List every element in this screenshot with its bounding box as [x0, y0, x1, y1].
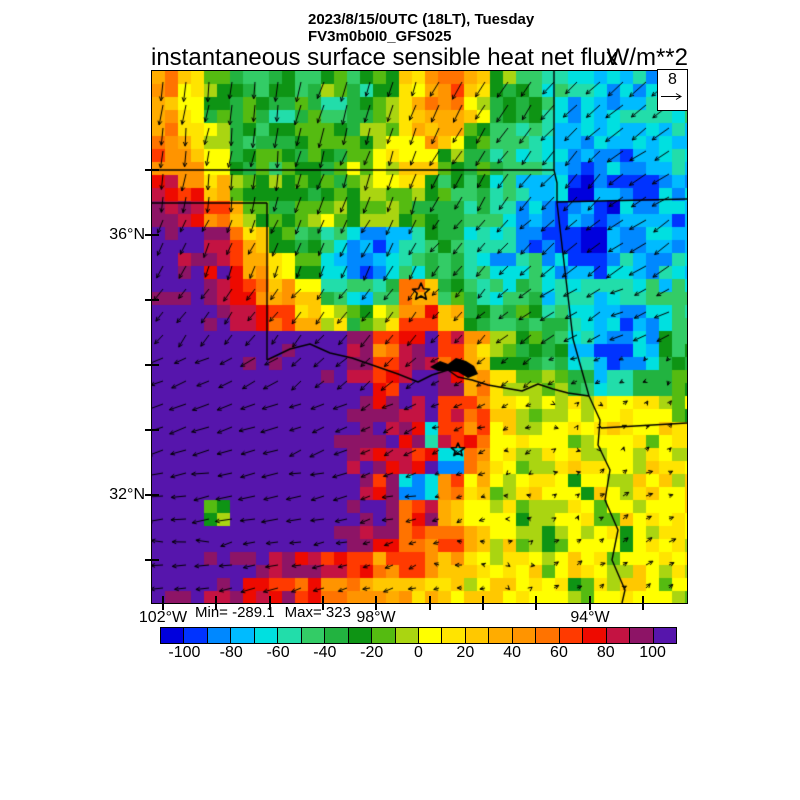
colorbar-tick-label: -80: [219, 644, 243, 661]
lat-axis-label: 36°N: [109, 226, 145, 243]
model-name: FV3m0b0I0_GFS025: [308, 28, 452, 45]
lat-tick: [145, 299, 159, 301]
colorbar-tick-label: 0: [414, 644, 423, 661]
reference-vector-box: 8: [657, 69, 688, 111]
lon-tick: [535, 596, 537, 610]
colorbar-segment: [583, 628, 607, 643]
lon-tick: [269, 596, 271, 610]
lon-tick: [589, 596, 591, 610]
colorbar-segment: [395, 628, 419, 643]
colorbar-segment: [184, 628, 208, 643]
lon-tick: [642, 596, 644, 610]
colorbar-segment: [418, 628, 443, 643]
lon-tick: [162, 596, 164, 610]
plot-title: instantaneous surface sensible heat net …: [151, 44, 618, 71]
lon-tick: [482, 596, 484, 610]
colorbar-segment: [348, 628, 373, 643]
lat-tick: [145, 364, 159, 366]
colorbar-segment: [254, 628, 279, 643]
lat-tick: [145, 429, 159, 431]
lon-tick: [215, 596, 217, 610]
colorbar-segment: [630, 628, 654, 643]
colorbar-segment: [207, 628, 232, 643]
lon-axis-label: 98°W: [356, 609, 396, 626]
reference-vector-value: 8: [668, 71, 677, 88]
lat-tick: [145, 234, 159, 236]
minmax-stats: Min= -289.1 Max= 323: [195, 604, 351, 621]
lat-axis-label: 32°N: [109, 486, 145, 503]
colorbar-segment: [512, 628, 537, 643]
colorbar-segment: [161, 628, 185, 643]
plot-units: W/m**2: [606, 44, 688, 71]
colorbar: [160, 627, 677, 644]
colorbar-segment: [653, 628, 676, 643]
lon-axis-label: 102°W: [138, 609, 188, 626]
colorbar-tick-label: 100: [639, 644, 666, 661]
colorbar-segment: [606, 628, 631, 643]
lon-tick: [322, 596, 324, 610]
colorbar-segment: [325, 628, 349, 643]
colorbar-tick-label: 20: [456, 644, 475, 661]
colorbar-tick-label: -20: [360, 644, 384, 661]
colorbar-segment: [465, 628, 490, 643]
colorbar-segment: [372, 628, 396, 643]
colorbar-tick-label: 80: [596, 644, 615, 661]
colorbar-segment: [278, 628, 302, 643]
lon-tick: [375, 596, 377, 610]
colorbar-tick-label: -60: [266, 644, 290, 661]
max-value: Max= 323: [284, 604, 351, 621]
colorbar-tick-label: 60: [550, 644, 568, 661]
min-value: Min= -289.1: [195, 604, 275, 621]
lat-tick: [145, 169, 159, 171]
colorbar-segment: [536, 628, 560, 643]
colorbar-segment: [231, 628, 255, 643]
lat-tick: [145, 559, 159, 561]
datetime-title: 2023/8/15/0UTC (18LT), Tuesday: [308, 11, 535, 28]
colorbar-segment: [489, 628, 513, 643]
colorbar-tick-label: 40: [503, 644, 522, 661]
lon-tick: [429, 596, 431, 610]
lat-tick: [145, 494, 159, 496]
colorbar-tick-label: -40: [313, 644, 337, 661]
colorbar-segment: [559, 628, 584, 643]
colorbar-tick-label: -100: [168, 644, 201, 661]
map-area: [151, 70, 688, 604]
colorbar-segment: [301, 628, 326, 643]
heatmap-canvas: [152, 71, 687, 603]
lon-axis-label: 94°W: [570, 609, 610, 626]
reference-arrow-icon: [661, 93, 682, 100]
colorbar-segment: [442, 628, 466, 643]
